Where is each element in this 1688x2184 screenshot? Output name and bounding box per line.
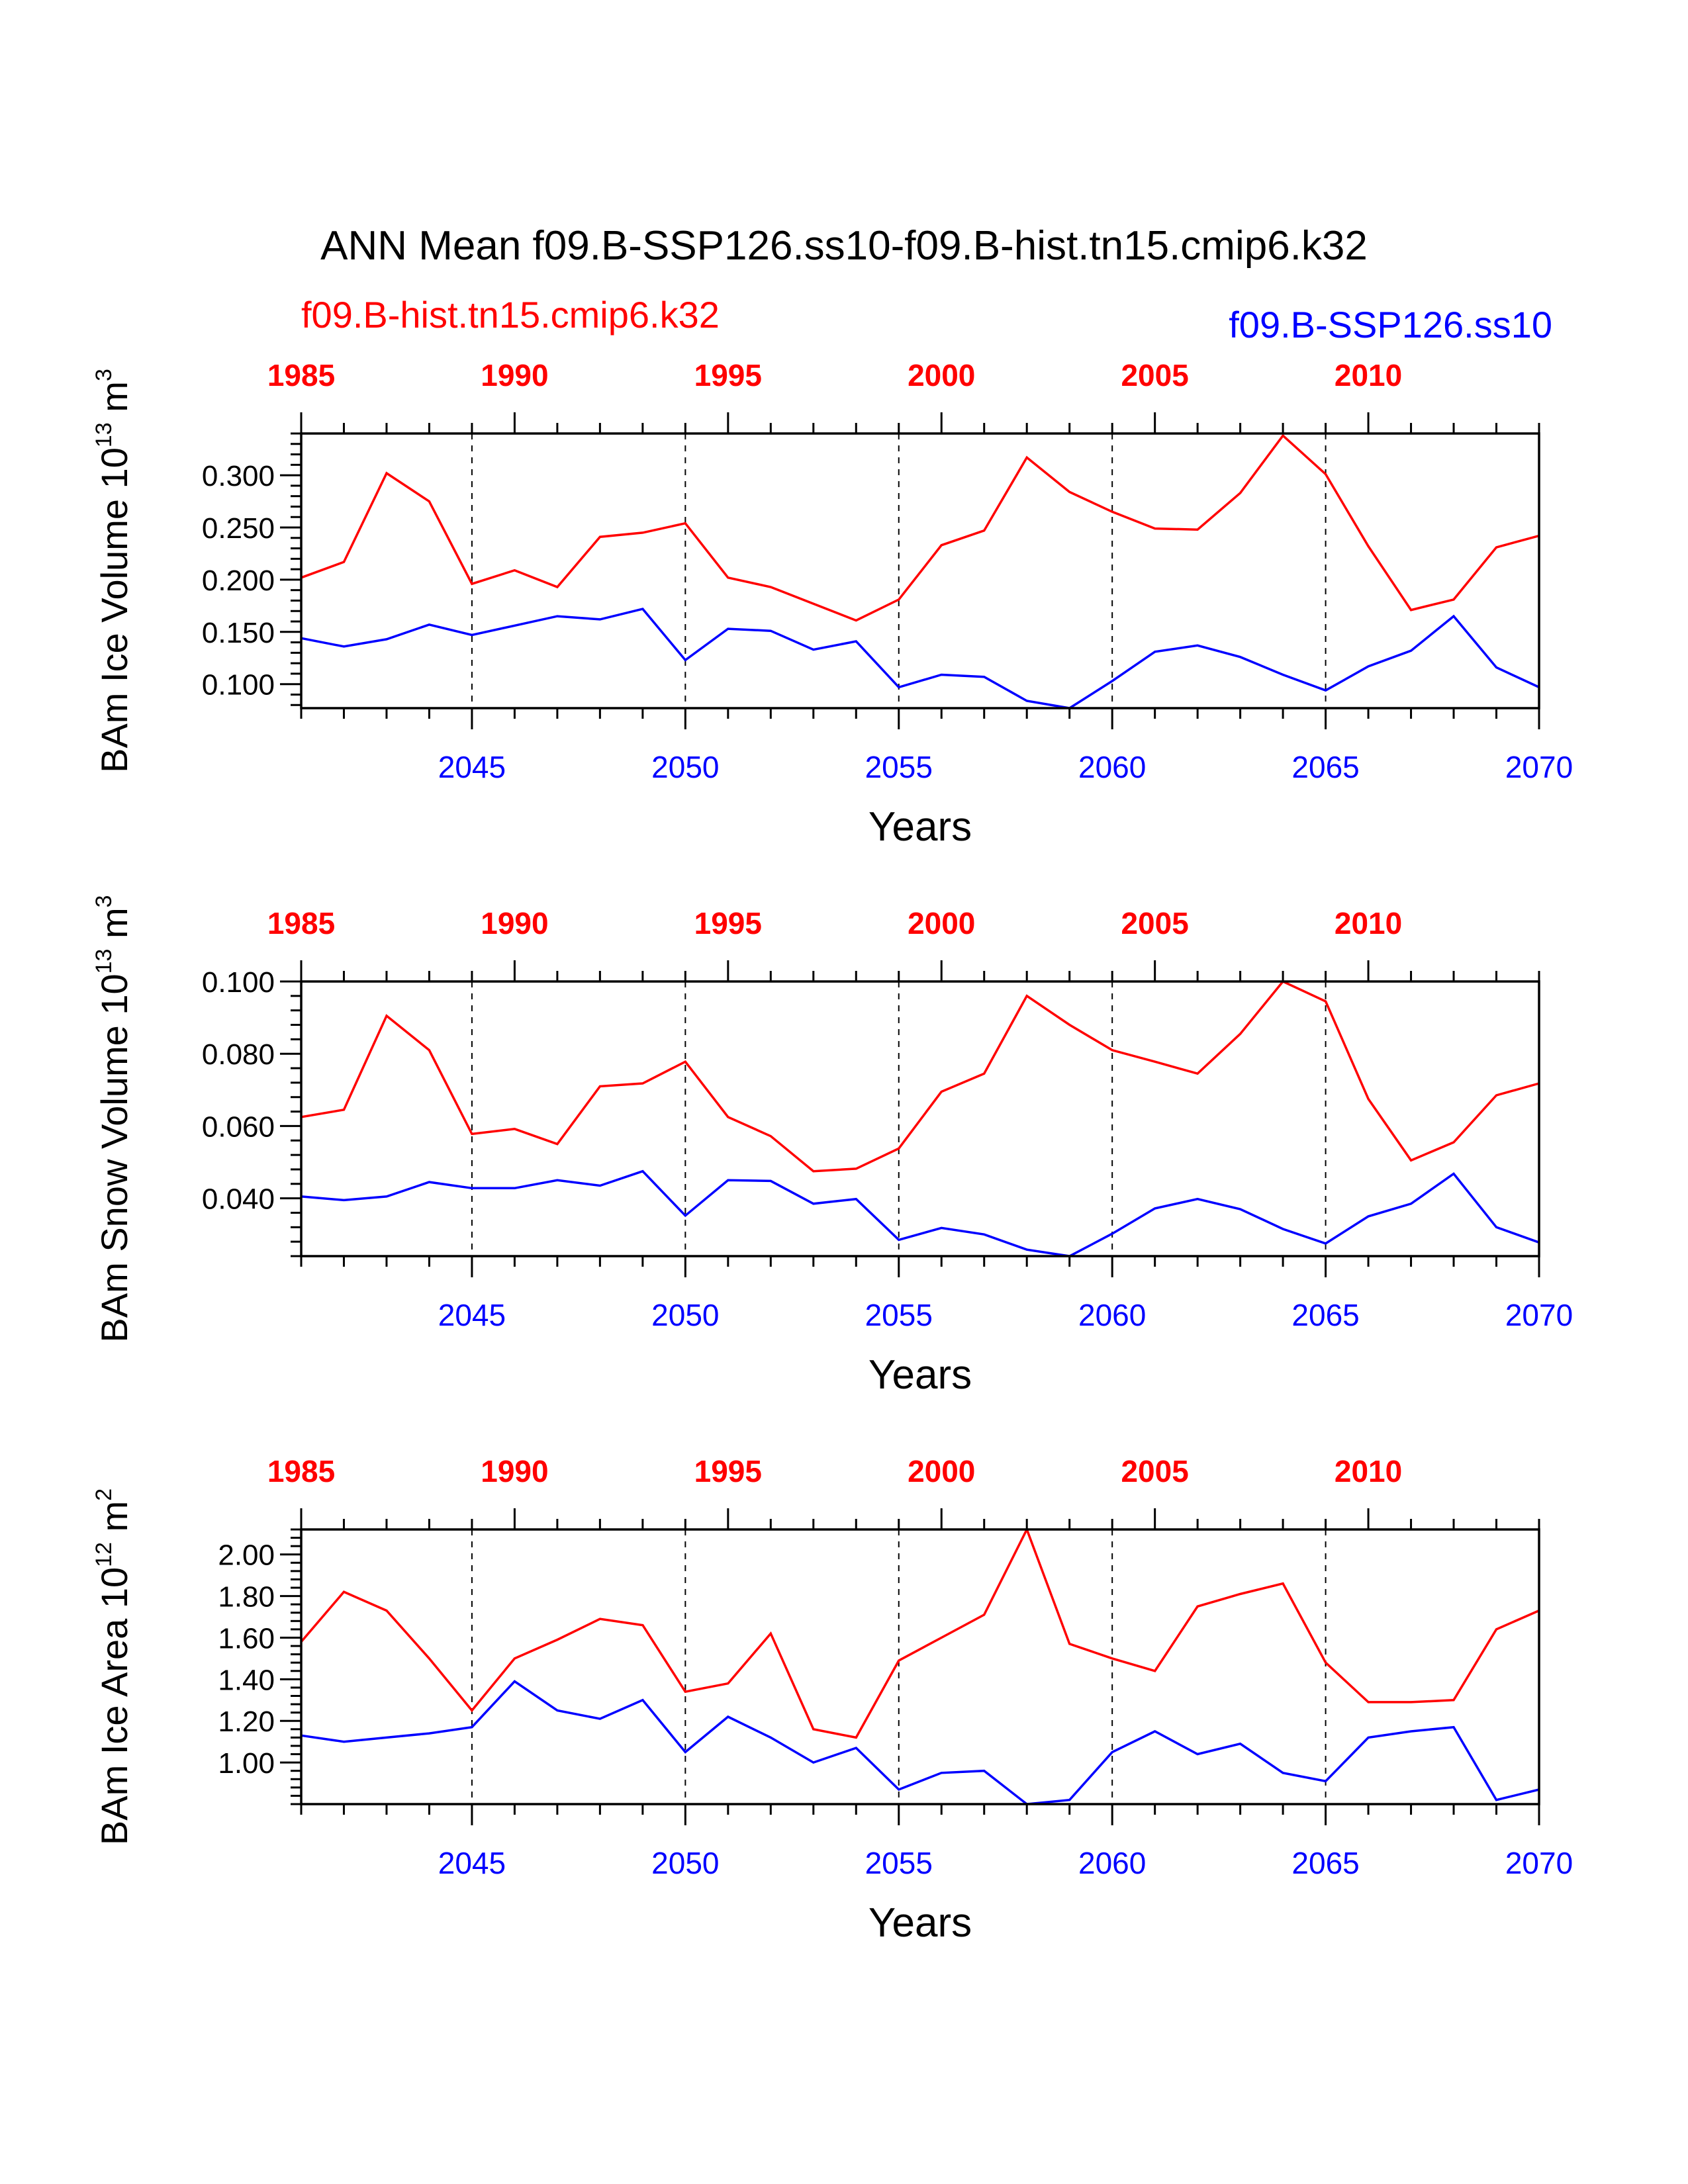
series-line-ssp [301,1169,1540,1257]
panel-ice-area: 2045 2050 2055 2060 2065 2070 1985 1990 1995 2000… [91,1454,1573,1946]
y-tick-label: 0.150 [202,617,275,649]
bottom-tick-label: 2070 [1505,1298,1573,1332]
top-tick-label: 2010 [1335,1454,1402,1488]
top-tick-label: 1985 [267,1454,335,1488]
y-tick-label: 0.060 [202,1111,275,1143]
bottom-tick-label: 2070 [1505,750,1573,784]
top-tick-label: 1995 [694,1454,762,1488]
top-tick-label: 2000 [908,358,975,392]
bottom-tick-label: 2055 [865,1846,933,1880]
series-line-hist [300,1526,1540,1739]
panel-snow-volume: 2045 2050 2055 2060 2065 2070 1985 1990 1995 2000… [91,895,1573,1398]
series-line-hist [301,979,1540,1173]
y-axis-label: BAm Ice Volume 1013 m3 [91,369,135,773]
y-axis-label: BAm Ice Area 1012 m2 [91,1488,135,1845]
top-tick-label: 1990 [481,1454,548,1488]
y-tick-label: 1.40 [218,1664,275,1696]
bottom-tick-label: 2060 [1078,750,1146,784]
top-tick-label: 1990 [481,358,548,392]
bottom-tick-label: 2045 [438,1298,506,1332]
bottom-tick-label: 2065 [1291,1846,1359,1880]
y-tick-label: 0.040 [202,1183,275,1216]
bottom-tick-label: 2045 [438,750,506,784]
top-tick-label: 1995 [694,358,762,392]
plot-frame [300,1528,1540,1805]
top-tick-label: 1990 [481,906,548,940]
plot-frame [300,980,1540,1257]
y-tick-label: 0.250 [202,512,275,545]
x-axis-label: Years [868,804,972,850]
top-tick-label: 2005 [1121,358,1188,392]
y-tick-label: 0.300 [202,460,275,492]
plot-frame [300,432,1540,709]
y-tick-label: 2.00 [218,1539,275,1572]
legend-ssp: f09.B-SSP126.ss10 [1229,304,1552,345]
bottom-tick-label: 2060 [1078,1298,1146,1332]
bottom-tick-label: 2060 [1078,1846,1146,1880]
top-tick-label: 1995 [694,906,762,940]
series-line-ssp [301,608,1540,709]
top-tick-label: 2000 [908,906,975,940]
top-tick-label: 1985 [267,358,335,392]
y-tick-label: 0.100 [202,966,275,999]
x-axis-label: Years [868,1900,972,1946]
legend-hist: f09.B-hist.tn15.cmip6.k32 [301,294,720,336]
bottom-tick-label: 2065 [1291,1298,1359,1332]
y-tick-label: 1.80 [218,1581,275,1614]
y-axis-label: BAm Snow Volume 1013 m3 [91,895,135,1342]
x-axis-label: Years [868,1352,972,1398]
series-line-hist [301,433,1540,622]
top-tick-label: 2000 [908,1454,975,1488]
bottom-tick-label: 2045 [438,1846,506,1880]
y-tick-label: 1.20 [218,1706,275,1738]
y-tick-label: 1.00 [218,1747,275,1780]
top-tick-label: 2010 [1335,906,1402,940]
y-tick-label: 0.100 [202,669,275,702]
y-tick-label: 0.080 [202,1038,275,1071]
bottom-tick-label: 2050 [651,750,719,784]
top-tick-label: 2005 [1121,906,1188,940]
y-tick-label: 1.60 [218,1622,275,1655]
bottom-tick-label: 2070 [1505,1846,1573,1880]
bottom-tick-label: 2050 [651,1846,719,1880]
bottom-tick-label: 2065 [1291,750,1359,784]
top-tick-label: 2005 [1121,1454,1188,1488]
top-tick-label: 2010 [1335,358,1402,392]
bottom-tick-label: 2050 [651,1298,719,1332]
top-tick-label: 1985 [267,906,335,940]
chart-title: ANN Mean f09.B-SSP126.ss10-f09.B-hist.tn… [320,223,1368,269]
bottom-tick-label: 2055 [865,1298,933,1332]
bottom-tick-label: 2055 [865,750,933,784]
y-tick-label: 0.200 [202,565,275,597]
series-line-ssp [301,1680,1540,1805]
panel-ice-volume: 2045 2050 2055 2060 2065 2070 1985 1990 1995 2000… [91,358,1573,850]
